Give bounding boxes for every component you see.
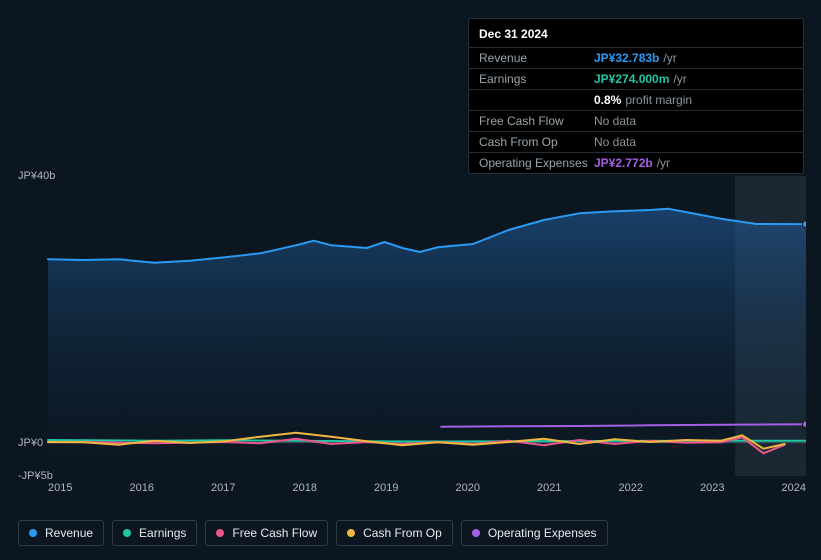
tooltip-row: 0.8%profit margin	[469, 89, 803, 110]
tooltip-row: EarningsJP¥274.000m/yr	[469, 68, 803, 89]
legend-label: Operating Expenses	[488, 526, 597, 540]
x-axis-tick-label: 2021	[537, 482, 561, 494]
chart-tooltip: Dec 31 2024 RevenueJP¥32.783b/yrEarnings…	[468, 18, 804, 174]
tooltip-row: Cash From OpNo data	[469, 131, 803, 152]
tooltip-row-label: Earnings	[479, 72, 594, 86]
tooltip-row-value: JP¥274.000m/yr	[594, 72, 687, 86]
tooltip-row-value: No data	[594, 135, 636, 149]
tooltip-row-label: Revenue	[479, 51, 594, 65]
x-axis-tick-label: 2022	[619, 482, 643, 494]
x-axis-tick-label: 2023	[700, 482, 724, 494]
x-axis-tick-label: 2020	[456, 482, 480, 494]
tooltip-row: RevenueJP¥32.783b/yr	[469, 47, 803, 68]
tooltip-row-label: Free Cash Flow	[479, 114, 594, 128]
legend-label: Earnings	[139, 526, 186, 540]
x-axis-tick-label: 2015	[48, 482, 72, 494]
legend-color-dot	[29, 529, 37, 537]
tooltip-row-value: 0.8%profit margin	[594, 93, 692, 107]
tooltip-row-value: No data	[594, 114, 636, 128]
x-axis-tick-label: 2017	[211, 482, 235, 494]
legend-label: Cash From Op	[363, 526, 442, 540]
legend-color-dot	[347, 529, 355, 537]
legend-color-dot	[123, 529, 131, 537]
tooltip-date: Dec 31 2024	[469, 19, 803, 47]
tooltip-row: Free Cash FlowNo data	[469, 110, 803, 131]
legend-item[interactable]: Operating Expenses	[461, 520, 608, 546]
legend-color-dot	[472, 529, 480, 537]
chart-legend: Revenue Earnings Free Cash Flow Cash From O…	[18, 520, 608, 546]
chart-plot-area	[16, 158, 806, 480]
legend-item[interactable]: Cash From Op	[336, 520, 453, 546]
x-axis-tick-label: 2018	[293, 482, 317, 494]
financials-chart: JP¥40bJP¥0-JP¥5b 20152016201720182019202…	[16, 158, 806, 508]
x-axis-tick-label: 2024	[782, 482, 806, 494]
tooltip-row-value: JP¥32.783b/yr	[594, 51, 677, 65]
x-axis-tick-label: 2019	[374, 482, 398, 494]
legend-label: Free Cash Flow	[232, 526, 317, 540]
legend-color-dot	[216, 529, 224, 537]
legend-item[interactable]: Revenue	[18, 520, 104, 546]
tooltip-row-label: Cash From Op	[479, 135, 594, 149]
chart-x-axis: 2015 2016 2017 2018 2019 2020 2021 2022 2023 2024	[48, 482, 806, 494]
legend-item[interactable]: Free Cash Flow	[205, 520, 328, 546]
legend-label: Revenue	[45, 526, 93, 540]
legend-item[interactable]: Earnings	[112, 520, 197, 546]
x-axis-tick-label: 2016	[130, 482, 154, 494]
